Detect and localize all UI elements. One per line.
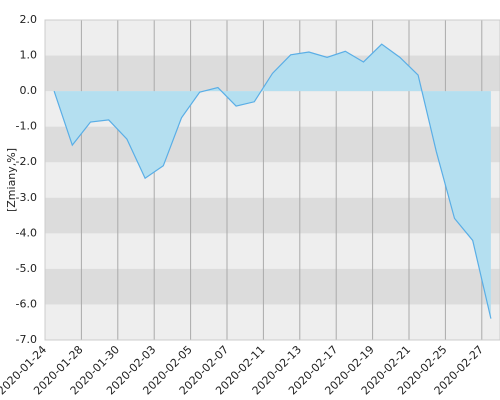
y-tick-label: -7.0 (16, 333, 37, 346)
grid-band (45, 268, 500, 305)
y-tick-label: -3.0 (16, 191, 37, 204)
line (53, 43, 492, 319)
y-tick-label: -6.0 (16, 297, 37, 310)
y-tick-label: 2.0 (20, 13, 38, 26)
y-tick-label: -1.0 (16, 120, 37, 133)
y-tick-label: -5.0 (16, 262, 37, 275)
y-tick-label: -2.0 (16, 155, 37, 168)
y-axis-label: [Zmiany,%] (5, 148, 18, 212)
plot-border (44, 19, 500, 341)
y-tick-label: 1.0 (20, 49, 38, 62)
y-tick-label: 0.0 (20, 84, 38, 97)
y-tick-label: -4.0 (16, 226, 37, 239)
grid-band (45, 197, 500, 234)
area (54, 44, 491, 319)
